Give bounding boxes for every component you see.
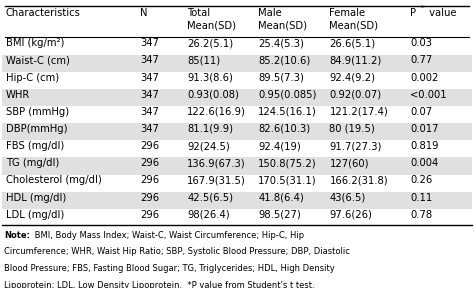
Text: Cholesterol (mg/dl): Cholesterol (mg/dl) [6, 175, 101, 185]
Text: 41.8(6.4): 41.8(6.4) [258, 192, 304, 202]
Text: LDL (mg/dl): LDL (mg/dl) [6, 210, 64, 220]
Text: 166.2(31.8): 166.2(31.8) [329, 175, 388, 185]
Text: 0.77: 0.77 [410, 55, 432, 65]
Text: 0.93(0.08): 0.93(0.08) [187, 90, 239, 100]
Text: 136.9(67.3): 136.9(67.3) [187, 158, 246, 168]
Text: 0.78: 0.78 [410, 210, 432, 220]
Text: 296: 296 [140, 192, 159, 202]
Text: <0.001: <0.001 [410, 90, 447, 100]
Text: 92.4(19): 92.4(19) [258, 141, 301, 151]
Text: 80 (19.5): 80 (19.5) [329, 124, 375, 134]
Text: 0.92(0.07): 0.92(0.07) [329, 90, 382, 100]
Bar [2, 89, 472, 106]
Text: Note:: Note: [4, 230, 30, 240]
Text: Blood Pressure; FBS, Fasting Blood Sugar; TG, Triglycerides; HDL, High Density: Blood Pressure; FBS, Fasting Blood Sugar… [4, 264, 335, 273]
Text: SBP (mmHg): SBP (mmHg) [6, 107, 69, 117]
Text: Lipoprotein; LDL, Low Density Lipoprotein.  *P value from Student’s t test.: Lipoprotein; LDL, Low Density Lipoprotei… [4, 281, 314, 288]
Text: Total
Mean(SD): Total Mean(SD) [187, 8, 236, 31]
Text: 0.017: 0.017 [410, 124, 438, 134]
Bar [2, 55, 472, 72]
Text: 42.5(6.5): 42.5(6.5) [187, 192, 233, 202]
Text: WHR: WHR [6, 90, 30, 100]
Text: 91.7(27.3): 91.7(27.3) [329, 141, 382, 151]
Text: 84.9(11.2): 84.9(11.2) [329, 55, 382, 65]
Text: 0.26: 0.26 [410, 175, 432, 185]
Text: 167.9(31.5): 167.9(31.5) [187, 175, 246, 185]
Bar [2, 123, 472, 140]
Text: 91.3(8.6): 91.3(8.6) [187, 73, 233, 83]
Text: 81.1(9.9): 81.1(9.9) [187, 124, 233, 134]
Text: P: P [410, 8, 416, 18]
Text: Waist-C (cm): Waist-C (cm) [6, 55, 70, 65]
Text: 296: 296 [140, 158, 159, 168]
Text: *: * [420, 4, 424, 10]
Text: 347: 347 [140, 38, 159, 48]
Text: DBP(mmHg): DBP(mmHg) [6, 124, 67, 134]
Text: 0.819: 0.819 [410, 141, 438, 151]
Text: 347: 347 [140, 73, 159, 83]
Text: BMI, Body Mass Index; Waist-C, Waist Circumference; Hip-C, Hip: BMI, Body Mass Index; Waist-C, Waist Cir… [32, 230, 304, 240]
Text: Characteristics: Characteristics [6, 8, 81, 18]
Text: 347: 347 [140, 124, 159, 134]
Text: Circumference; WHR, Waist Hip Ratio; SBP, Systolic Blood Pressure; DBP, Diastoli: Circumference; WHR, Waist Hip Ratio; SBP… [4, 247, 350, 256]
Text: 26.6(5.1): 26.6(5.1) [329, 38, 375, 48]
Text: 43(6.5): 43(6.5) [329, 192, 365, 202]
Text: 92(24.5): 92(24.5) [187, 141, 230, 151]
Text: 85(11): 85(11) [187, 55, 220, 65]
Text: 170.5(31.1): 170.5(31.1) [258, 175, 317, 185]
Bar [2, 157, 472, 175]
Text: 85.2(10.6): 85.2(10.6) [258, 55, 310, 65]
Text: 0.002: 0.002 [410, 73, 438, 83]
Text: Female
Mean(SD): Female Mean(SD) [329, 8, 378, 31]
Text: HDL (mg/dl): HDL (mg/dl) [6, 192, 66, 202]
Text: value: value [426, 8, 456, 18]
Text: 347: 347 [140, 107, 159, 117]
Text: 82.6(10.3): 82.6(10.3) [258, 124, 310, 134]
Text: 122.6(16.9): 122.6(16.9) [187, 107, 246, 117]
Text: FBS (mg/dl): FBS (mg/dl) [6, 141, 64, 151]
Text: 98(26.4): 98(26.4) [187, 210, 230, 220]
Text: 124.5(16.1): 124.5(16.1) [258, 107, 317, 117]
Text: 26.2(5.1): 26.2(5.1) [187, 38, 233, 48]
Text: 0.95(0.085): 0.95(0.085) [258, 90, 317, 100]
Text: 0.11: 0.11 [410, 192, 432, 202]
Text: 296: 296 [140, 141, 159, 151]
Text: 127(60): 127(60) [329, 158, 369, 168]
Text: Hip-C (cm): Hip-C (cm) [6, 73, 59, 83]
Text: 97.6(26): 97.6(26) [329, 210, 372, 220]
Text: 25.4(5.3): 25.4(5.3) [258, 38, 304, 48]
Text: 0.03: 0.03 [410, 38, 432, 48]
Text: 150.8(75.2): 150.8(75.2) [258, 158, 317, 168]
Text: TG (mg/dl): TG (mg/dl) [6, 158, 59, 168]
Text: 296: 296 [140, 175, 159, 185]
Text: 92.4(9.2): 92.4(9.2) [329, 73, 375, 83]
Text: 347: 347 [140, 90, 159, 100]
Text: 0.004: 0.004 [410, 158, 438, 168]
Text: Male
Mean(SD): Male Mean(SD) [258, 8, 307, 31]
Text: 121.2(17.4): 121.2(17.4) [329, 107, 388, 117]
Text: 89.5(7.3): 89.5(7.3) [258, 73, 304, 83]
Text: 347: 347 [140, 55, 159, 65]
Text: 98.5(27): 98.5(27) [258, 210, 301, 220]
Text: 0.07: 0.07 [410, 107, 432, 117]
Text: 296: 296 [140, 210, 159, 220]
Text: BMI (kg/m²): BMI (kg/m²) [6, 38, 64, 48]
Text: N: N [140, 8, 147, 18]
Bar [2, 192, 472, 209]
